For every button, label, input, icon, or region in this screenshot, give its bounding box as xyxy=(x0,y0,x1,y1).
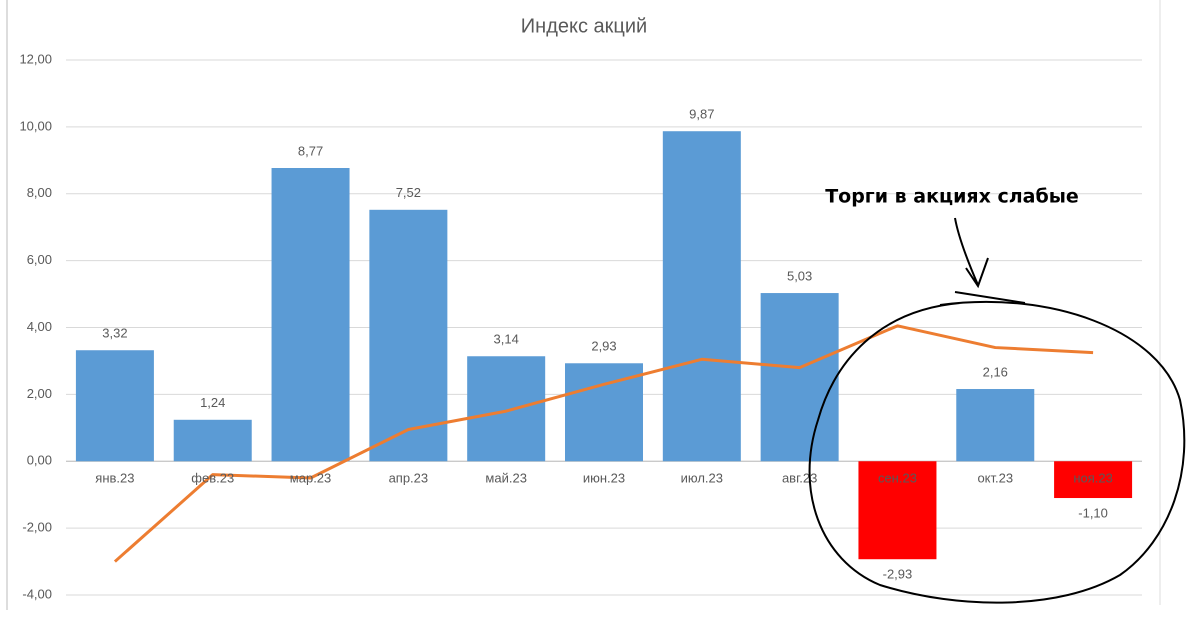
bar xyxy=(173,419,252,462)
bar xyxy=(956,389,1035,462)
y-tick-label: 12,00 xyxy=(19,51,52,66)
y-tick-label: -2,00 xyxy=(22,520,52,535)
x-tick-label: сен.23 xyxy=(878,471,917,486)
x-tick-label: фев.23 xyxy=(191,471,234,486)
x-tick-label: май.23 xyxy=(485,471,527,486)
bar xyxy=(858,461,937,560)
y-tick-label: -4,00 xyxy=(22,586,52,601)
value-label: 2,93 xyxy=(591,339,616,354)
bar xyxy=(760,293,839,462)
y-tick-label: 6,00 xyxy=(27,252,52,267)
x-tick-label: мар.23 xyxy=(290,471,331,486)
value-label: 3,32 xyxy=(102,326,127,341)
value-label: 1,24 xyxy=(200,395,225,410)
y-tick-label: 2,00 xyxy=(27,386,52,401)
y-tick-label: 10,00 xyxy=(19,118,52,133)
x-tick-label: авг.23 xyxy=(782,471,817,486)
y-tick-label: 0,00 xyxy=(27,453,52,468)
hand-drawing xyxy=(808,217,1186,604)
arrow xyxy=(954,217,989,289)
value-label: 5,03 xyxy=(787,268,812,283)
y-tick-label: 4,00 xyxy=(27,319,52,334)
underline xyxy=(954,291,1026,304)
value-label: 7,52 xyxy=(396,185,421,200)
line xyxy=(113,324,1094,563)
value-label: 8,77 xyxy=(298,143,323,158)
grid: -4,00 -2,00 0,00 2,00 4,00 6,00 8,00 10,00 12,00 xyxy=(19,51,1142,601)
bar xyxy=(662,131,741,462)
x-tick-label: окт.23 xyxy=(977,471,1013,486)
circle xyxy=(808,300,1186,604)
value-label: 9,87 xyxy=(689,107,714,122)
bar xyxy=(369,209,448,462)
x-tick-label: июл.23 xyxy=(681,471,723,486)
x-tick-label: ноя.23 xyxy=(1073,471,1113,486)
bar xyxy=(467,356,546,462)
value-label: -2,93 xyxy=(883,567,913,582)
value-label: 2,16 xyxy=(983,364,1008,379)
bar xyxy=(75,350,154,462)
annotation: Торги в акциях слабые xyxy=(825,186,1079,208)
x-tick-label: апр.23 xyxy=(389,471,429,486)
marks: 3,32 1,24 8,77 7,52 3,14 2,93 9,87 5,03 -2,93 2,1… xyxy=(75,107,1133,582)
bar xyxy=(271,168,350,462)
value-label: 3,14 xyxy=(494,332,519,347)
x-tick-label: янв.23 xyxy=(95,471,134,486)
value-label: -1,10 xyxy=(1078,505,1108,520)
bar xyxy=(565,363,643,462)
bar xyxy=(1054,461,1133,499)
x-tick-label: июн.23 xyxy=(583,471,625,486)
chart-title: Индекс акций xyxy=(521,15,647,37)
y-tick-label: 8,00 xyxy=(27,185,52,200)
